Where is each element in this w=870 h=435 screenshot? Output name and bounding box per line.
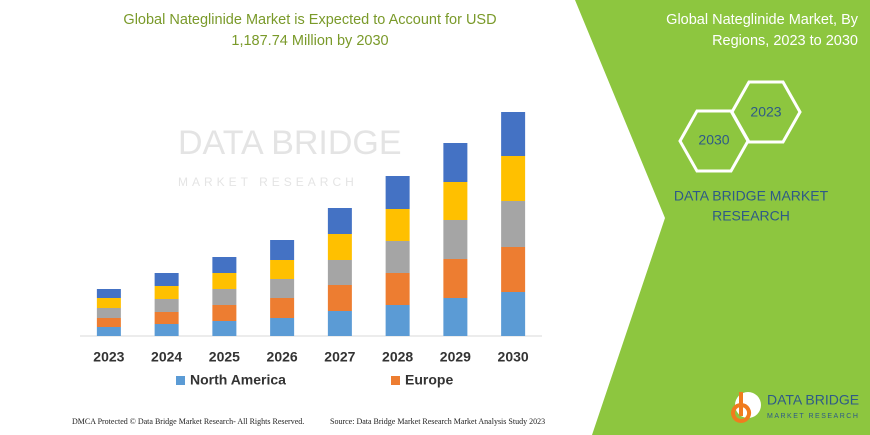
chart-title: Global Nateglinide Market is Expected to… (123, 12, 496, 28)
bar-segment (327, 311, 352, 336)
bar-segment (327, 234, 352, 260)
bar-segment (385, 241, 410, 273)
watermark: DATA BRIDGE (178, 124, 402, 162)
bar-segment (443, 259, 468, 298)
bar-segment (154, 286, 179, 299)
x-tick-label: 2028 (382, 349, 413, 365)
bar-segment (96, 298, 121, 308)
footer-source: Source: Data Bridge Market Research Mark… (330, 417, 545, 426)
bar-segment (154, 312, 179, 324)
bar-segment (443, 220, 468, 259)
bar-segment (212, 273, 237, 289)
bar-segment (443, 182, 468, 220)
bar-segment (443, 298, 468, 336)
bar-segment (212, 257, 237, 273)
bar-segment (154, 324, 179, 336)
bar-segment (501, 201, 526, 247)
bar-segment (385, 176, 410, 209)
bar-segment (212, 289, 237, 305)
x-tick-label: 2023 (93, 349, 124, 365)
bar-segment (96, 327, 121, 336)
hexagon-label: 2030 (698, 132, 729, 148)
legend-swatch (176, 376, 185, 385)
bar-segment (385, 209, 410, 241)
legend-label: North America (190, 372, 286, 388)
bar-segment (501, 112, 526, 156)
bar-segment (270, 318, 295, 336)
x-tick-label: 2026 (267, 349, 298, 365)
bar-segment (270, 240, 295, 260)
x-tick-label: 2025 (209, 349, 240, 365)
legend-swatch (391, 376, 400, 385)
sidebar-brand: DATA BRIDGE MARKET (674, 188, 829, 204)
bar-segment (96, 308, 121, 318)
sidebar-title: Global Nateglinide Market, By (666, 12, 859, 28)
bar-segment (270, 260, 295, 279)
x-tick-label: 2030 (498, 349, 529, 365)
hexagon (678, 109, 750, 173)
x-tick-label: 2024 (151, 349, 182, 365)
bar-segment (212, 305, 237, 321)
green-panel (575, 0, 870, 435)
bar-segment (501, 292, 526, 336)
x-tick-label: 2029 (440, 349, 471, 365)
bar-segment (443, 143, 468, 182)
bar-segment (385, 273, 410, 305)
legend-label: Europe (405, 372, 453, 388)
bar-segment (212, 321, 237, 336)
bar-segment (96, 318, 121, 327)
sidebar-brand: RESEARCH (712, 208, 790, 224)
bar-segment (385, 305, 410, 336)
sidebar-title: Regions, 2023 to 2030 (712, 33, 858, 49)
logo-sub: MARKET RESEARCH (767, 413, 859, 420)
watermark: MARKET RESEARCH (178, 175, 358, 189)
chart-title: 1,187.74 Million by 2030 (231, 33, 388, 49)
footer-note: DMCA Protected © Data Bridge Market Rese… (72, 417, 304, 426)
bar-segment (154, 299, 179, 312)
hexagon-label: 2023 (750, 104, 781, 120)
bar-segment (154, 273, 179, 286)
x-tick-label: 2027 (324, 349, 355, 365)
logo: DATA BRIDGE MARKET RESEARCH (731, 392, 859, 423)
logo-text: DATA BRIDGE (767, 392, 859, 408)
bar-segment (270, 298, 295, 318)
bar-segment (96, 289, 121, 298)
bar-segment (327, 208, 352, 234)
bar-segment (270, 279, 295, 298)
bar-segment (501, 247, 526, 292)
logo-icon (731, 392, 751, 423)
bar-segment (327, 285, 352, 311)
bar-segment (327, 260, 352, 285)
bar-segment (501, 156, 526, 201)
